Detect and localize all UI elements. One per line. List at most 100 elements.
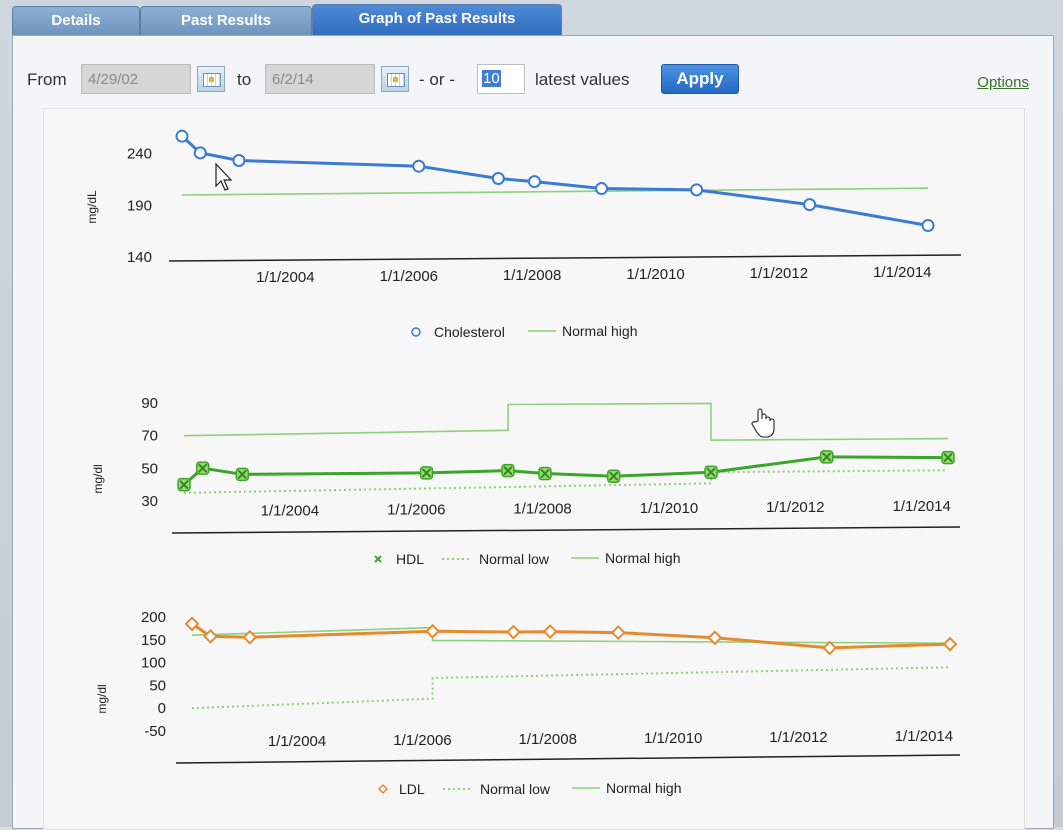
legend-ldl-marker <box>377 783 389 795</box>
from-calendar-button[interactable] <box>197 66 225 92</box>
x-tick-label: 1/1/2014 <box>893 498 951 515</box>
tab-past-results[interactable]: Past Results <box>140 6 312 35</box>
hdl-point <box>606 469 621 483</box>
or-label: - or - <box>419 70 455 89</box>
hdl-point <box>195 461 210 475</box>
ldl-point <box>942 636 958 652</box>
cholesterol-point <box>175 129 189 143</box>
y-axis-label: mg/dl <box>91 464 105 493</box>
ldl-point <box>184 616 200 632</box>
hdl-point <box>704 465 718 479</box>
x-tick-label: 1/1/2008 <box>519 731 577 748</box>
y-tick-label: 90 <box>141 395 158 412</box>
hdl-chart: mg/dl 30 50 70 90 1/1/2004 1/1/2006 1/1/2008 1… <box>91 395 961 567</box>
x-tick-label: 1/1/2010 <box>626 266 684 283</box>
y-tick-label: 70 <box>141 428 158 445</box>
normal-high-line <box>183 402 949 442</box>
x-axis <box>171 526 961 534</box>
x-tick-label: 1/1/2010 <box>640 500 698 517</box>
hdl-point <box>941 450 955 465</box>
ldl-point <box>610 625 626 640</box>
ldl-line <box>191 622 951 650</box>
from-label: From <box>27 70 67 89</box>
cholesterol-point <box>412 159 426 173</box>
ldl-point <box>542 624 558 640</box>
hdl-point <box>177 477 191 492</box>
y-axis-label: mg/dL <box>85 190 99 224</box>
y-tick-label: 150 <box>141 632 166 649</box>
charts-area: mg/dL 140 190 240 1/1/2004 1/1/2006 1/1/2008… <box>43 108 1025 830</box>
graph-panel: From 4/29/02 to 6/2/14 - or - 10 latest … <box>12 35 1054 830</box>
hdl-legend: HDL Normal low Normal high <box>374 550 680 567</box>
x-tick-label: 1/1/2004 <box>268 733 326 750</box>
x-tick-label: 1/1/2008 <box>513 501 571 518</box>
legend-normal-low: Normal low <box>480 781 551 797</box>
x-tick-label: 1/1/2006 <box>387 501 445 518</box>
cholesterol-legend: Cholesterol Normal high <box>411 323 637 340</box>
ldl-point <box>822 640 838 656</box>
x-tick-label: 1/1/2006 <box>380 268 438 285</box>
x-tick-label: 1/1/2014 <box>895 728 953 745</box>
y-tick-label: 240 <box>127 146 152 163</box>
cholesterol-point <box>232 153 246 167</box>
legend-hdl-marker <box>374 555 382 563</box>
date-range-toolbar: From 4/29/02 to 6/2/14 - or - 10 latest … <box>27 64 1037 98</box>
cholesterol-point <box>921 219 935 233</box>
ldl-point <box>506 624 521 640</box>
y-tick-label: 0 <box>158 700 166 717</box>
hdl-point <box>538 466 552 481</box>
legend-cholesterol-marker <box>411 327 421 337</box>
normal-low-line <box>183 469 949 494</box>
ldl-point <box>203 628 218 644</box>
latest-count-input[interactable]: 10 <box>477 64 525 94</box>
legend-normal-high: Normal high <box>605 550 680 566</box>
apply-button[interactable]: Apply <box>661 64 739 94</box>
cholesterol-chart: mg/dL 140 190 240 1/1/2004 1/1/2006 1/1/2008… <box>85 129 962 340</box>
legend-hdl: HDL <box>396 551 424 567</box>
y-tick-label: 50 <box>149 677 166 694</box>
tab-graph-of-past-results[interactable]: Graph of Past Results <box>312 4 562 37</box>
ldl-point <box>425 623 441 639</box>
legend-ldl: LDL <box>399 781 425 797</box>
latest-values-label: latest values <box>535 70 630 89</box>
x-tick-label: 1/1/2012 <box>750 265 808 282</box>
x-axis <box>175 754 961 764</box>
charts-canvas: mg/dL 140 190 240 1/1/2004 1/1/2006 1/1/2008… <box>85 129 962 797</box>
to-date-input[interactable]: 6/2/14 <box>265 64 375 94</box>
arrow-pointer-icon <box>215 162 233 191</box>
options-link[interactable]: Options <box>977 74 1029 91</box>
ldl-point <box>242 629 258 645</box>
ldl-legend: LDL Normal low Normal high <box>377 780 681 797</box>
hand-pointer-icon <box>751 408 775 438</box>
y-tick-label: 50 <box>141 460 158 477</box>
y-tick-label: -50 <box>144 723 166 740</box>
legend-normal-high: Normal high <box>606 780 681 796</box>
x-tick-label: 1/1/2010 <box>644 730 702 747</box>
x-tick-label: 1/1/2004 <box>261 502 319 519</box>
y-tick-label: 30 <box>141 493 158 510</box>
cholesterol-point <box>193 146 207 160</box>
x-axis <box>168 254 962 262</box>
normal-low-line <box>191 666 951 710</box>
hdl-point <box>819 450 834 464</box>
y-tick-label: 200 <box>141 609 166 626</box>
ldl-chart: mg/dl -50 0 50 100 150 200 1/1/2004 1/1/2006 1/… <box>95 609 961 797</box>
x-tick-label: 1/1/2014 <box>873 264 931 281</box>
y-tick-label: 190 <box>127 197 152 214</box>
x-tick-label: 1/1/2004 <box>256 269 314 286</box>
y-tick-label: 140 <box>127 249 152 266</box>
x-tick-label: 1/1/2008 <box>503 267 561 284</box>
hdl-point <box>419 466 434 480</box>
to-label: to <box>237 70 252 89</box>
hdl-point <box>501 463 515 478</box>
legend-normal-low: Normal low <box>479 551 550 567</box>
legend-normal-high: Normal high <box>562 323 637 339</box>
hdl-point <box>235 467 250 482</box>
tab-details[interactable]: Details <box>12 6 140 35</box>
from-date-input[interactable]: 4/29/02 <box>81 64 191 94</box>
cholesterol-point <box>690 183 704 197</box>
normal-high-line <box>181 187 929 196</box>
to-calendar-button[interactable] <box>381 66 409 92</box>
cholesterol-point <box>491 171 505 185</box>
